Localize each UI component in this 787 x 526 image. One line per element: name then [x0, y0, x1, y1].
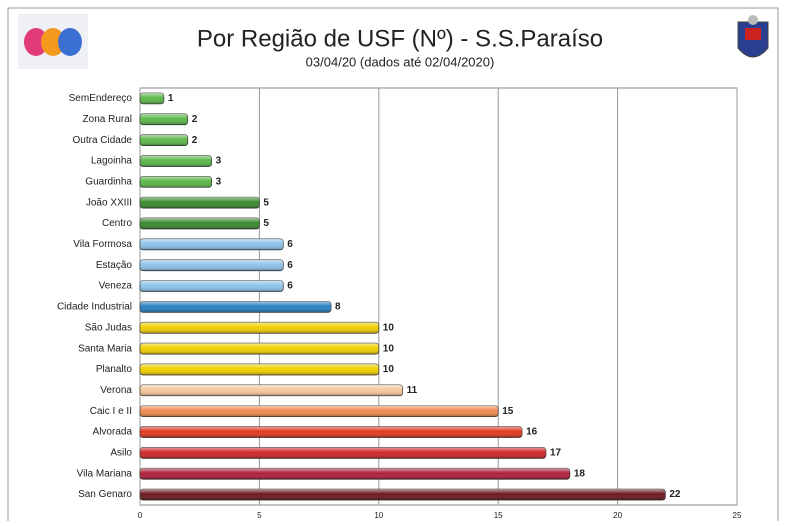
- value-label: 22: [669, 489, 681, 500]
- y-tick-label: SemEndereço: [69, 93, 133, 104]
- y-tick-label: Outra Cidade: [73, 135, 133, 146]
- y-tick-label: Lagoinha: [91, 156, 133, 167]
- right-logo: [737, 15, 769, 58]
- bar-shine: [140, 113, 188, 125]
- bar-shine: [140, 238, 284, 250]
- value-label: 17: [550, 448, 562, 459]
- value-label: 6: [287, 260, 293, 271]
- y-tick-label: San Genaro: [78, 489, 132, 500]
- value-label: 5: [263, 218, 269, 229]
- y-tick-label: Verona: [100, 385, 132, 396]
- y-tick-label: Alvorada: [93, 427, 133, 438]
- y-tick-label: Planalto: [96, 364, 133, 375]
- bar-shine: [140, 280, 284, 292]
- chart-subtitle: 03/04/20 (dados até 02/04/2020): [306, 54, 495, 69]
- bar-shine: [140, 259, 284, 271]
- bar-shine: [140, 301, 332, 313]
- left-logo: [18, 14, 88, 69]
- value-label: 11: [407, 385, 418, 396]
- x-tick-label: 5: [257, 511, 262, 520]
- bar-shine: [140, 176, 212, 188]
- y-tick-label: Cidade Industrial: [57, 302, 132, 313]
- bar-shine: [140, 405, 499, 417]
- bar-shine: [140, 92, 164, 104]
- bar-shine: [140, 468, 570, 480]
- y-tick-label: Santa Maria: [78, 343, 132, 354]
- y-tick-label: Estação: [96, 260, 133, 271]
- y-tick-label: Vila Mariana: [77, 468, 133, 479]
- value-label: 16: [526, 427, 538, 438]
- value-label: 5: [263, 197, 269, 208]
- y-tick-label: Asilo: [110, 448, 132, 459]
- value-label: 10: [383, 343, 395, 354]
- y-tick-label: Centro: [102, 218, 132, 229]
- y-tick-label: João XXIII: [86, 197, 132, 208]
- x-tick-label: 10: [374, 511, 383, 520]
- bar-shine: [140, 363, 379, 375]
- chart-title: Por Região de USF (Nº) - S.S.Paraíso: [197, 25, 603, 52]
- plot-area: [139, 87, 738, 506]
- y-tick-label: Veneza: [99, 281, 133, 292]
- bar-shine: [140, 343, 379, 355]
- value-label: 1: [168, 93, 174, 104]
- bar-shine: [140, 489, 666, 501]
- y-tick-label: São Judas: [85, 322, 132, 333]
- bar-shine: [140, 426, 523, 438]
- value-label: 3: [216, 156, 222, 167]
- value-label: 3: [216, 176, 222, 187]
- value-label: 2: [192, 114, 198, 125]
- bar-shine: [140, 197, 260, 209]
- y-tick-label: Vila Formosa: [73, 239, 132, 250]
- bar-shine: [140, 384, 403, 396]
- value-label: 6: [287, 281, 293, 292]
- bar-shine: [140, 134, 188, 146]
- value-label: 2: [192, 135, 198, 146]
- y-tick-label: Caic I e II: [90, 406, 132, 417]
- x-tick-label: 15: [494, 511, 503, 520]
- value-label: 8: [335, 302, 341, 313]
- bar-shine: [140, 155, 212, 167]
- bar-shine: [140, 447, 546, 459]
- value-label: 18: [574, 468, 586, 479]
- value-label: 15: [502, 406, 514, 417]
- x-tick-label: 0: [138, 511, 143, 520]
- value-label: 10: [383, 322, 395, 333]
- y-tick-label: Zona Rural: [83, 114, 132, 125]
- x-tick-label: 25: [733, 511, 742, 520]
- y-tick-label: Guardinha: [85, 176, 132, 187]
- value-label: 6: [287, 239, 293, 250]
- bar-shine: [140, 218, 260, 230]
- x-tick-label: 20: [613, 511, 622, 520]
- value-label: 10: [383, 364, 395, 375]
- bar-shine: [140, 322, 379, 334]
